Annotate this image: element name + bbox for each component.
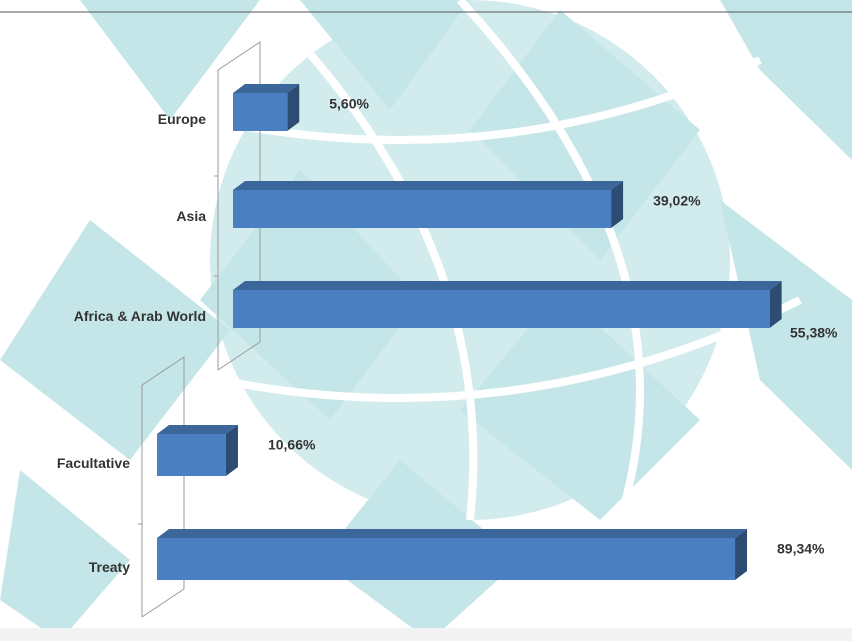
bar-side: [611, 181, 624, 228]
y-tick-label: Africa & Arab World: [74, 308, 206, 324]
y-tick-label: Asia: [176, 208, 206, 224]
footer-strip: [0, 628, 852, 641]
value-label: 5,60%: [329, 96, 369, 112]
bar-top: [157, 529, 748, 538]
axis-floor: [217, 341, 261, 371]
bar: [157, 434, 226, 476]
value-label: 55,38%: [790, 325, 838, 341]
axis-wall: [141, 356, 185, 617]
axis-floor: [141, 588, 185, 618]
bar-side: [287, 84, 300, 131]
bar-side: [769, 281, 782, 328]
watermark-lines: [209, 0, 802, 522]
value-label: 10,66%: [268, 437, 316, 453]
axis-wall: [217, 41, 261, 370]
bar-top: [233, 84, 300, 93]
bar-top: [157, 425, 238, 434]
y-tick-label: Treaty: [89, 559, 130, 575]
y-tick-label: Europe: [158, 111, 206, 127]
value-label: 39,02%: [653, 193, 701, 209]
bar: [233, 190, 612, 228]
bar: [233, 290, 770, 328]
bar-side: [735, 529, 748, 580]
bar-side: [225, 425, 238, 476]
y-tick-label: Facultative: [57, 455, 130, 471]
bar-top: [233, 281, 782, 290]
bar: [233, 93, 288, 131]
bar: [157, 538, 736, 580]
bar-top: [233, 181, 624, 190]
value-label: 89,34%: [777, 541, 825, 557]
